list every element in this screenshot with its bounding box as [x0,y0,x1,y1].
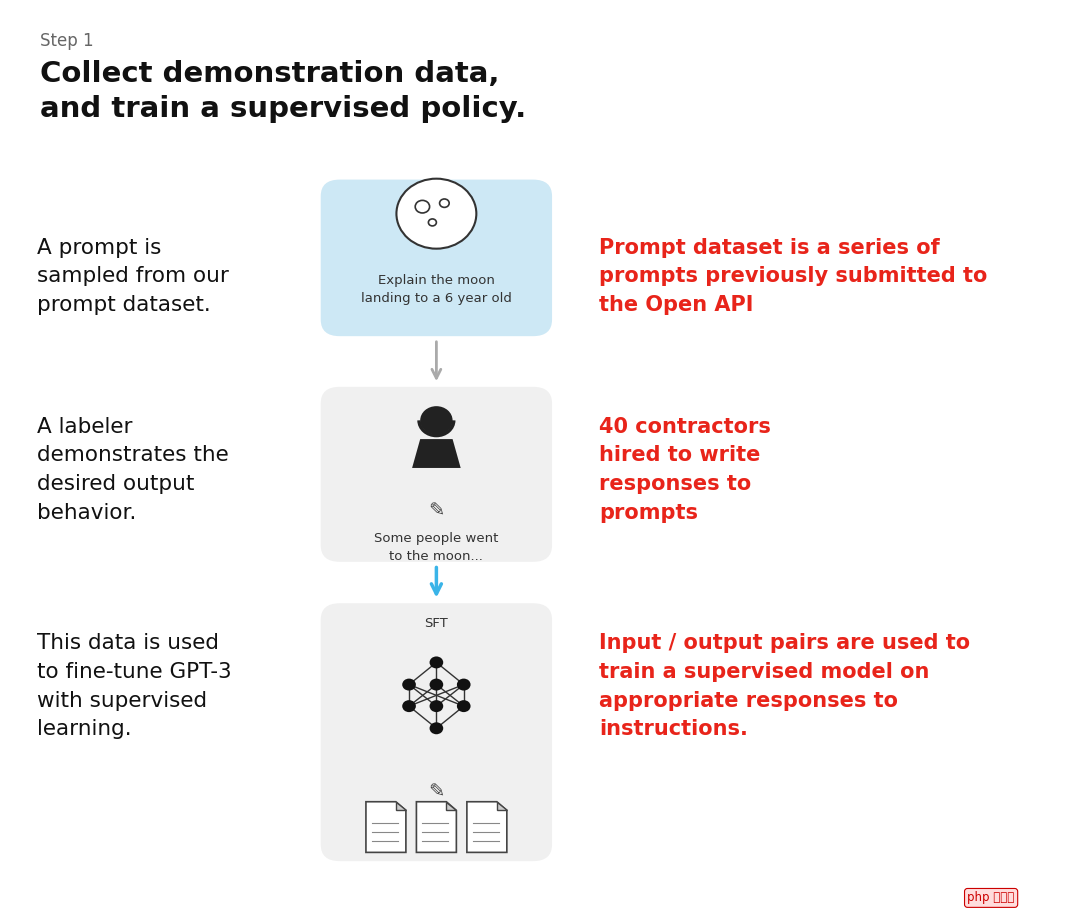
Circle shape [420,406,453,435]
Text: Step 1: Step 1 [40,32,94,51]
Text: 40 contractors
hired to write
responses to
prompts: 40 contractors hired to write responses … [599,416,771,523]
Circle shape [430,700,443,712]
Polygon shape [467,801,507,853]
Text: This data is used
to fine-tune GPT-3
with supervised
learning.: This data is used to fine-tune GPT-3 wit… [37,633,231,740]
Circle shape [429,219,436,226]
Polygon shape [413,439,461,468]
Circle shape [430,679,443,691]
Text: ✎: ✎ [428,783,445,801]
Circle shape [457,679,471,691]
FancyBboxPatch shape [321,180,552,336]
Circle shape [430,722,443,734]
Text: Collect demonstration data,: Collect demonstration data, [40,60,499,87]
Polygon shape [497,801,507,810]
Text: Some people went
to the moon...: Some people went to the moon... [374,532,499,564]
FancyBboxPatch shape [321,387,552,562]
Text: Prompt dataset is a series of
prompts previously submitted to
the Open API: Prompt dataset is a series of prompts pr… [599,238,988,315]
Polygon shape [446,801,457,810]
Polygon shape [417,801,457,853]
Text: SFT: SFT [424,617,448,630]
Circle shape [402,700,416,712]
Text: Explain the moon
landing to a 6 year old: Explain the moon landing to a 6 year old [361,274,512,306]
Text: and train a supervised policy.: and train a supervised policy. [40,95,526,122]
Polygon shape [396,801,406,810]
Circle shape [430,657,443,669]
Text: ✎: ✎ [428,502,445,520]
Text: A prompt is
sampled from our
prompt dataset.: A prompt is sampled from our prompt data… [37,238,229,315]
Circle shape [396,179,476,249]
Polygon shape [366,801,406,853]
Circle shape [415,201,430,213]
Circle shape [457,700,471,712]
Text: A labeler
demonstrates the
desired output
behavior.: A labeler demonstrates the desired outpu… [37,416,229,523]
Circle shape [440,199,449,207]
FancyBboxPatch shape [321,603,552,861]
Text: php 中文网: php 中文网 [968,892,1015,904]
Circle shape [402,679,416,691]
Text: Input / output pairs are used to
train a supervised model on
appropriate respons: Input / output pairs are used to train a… [599,633,971,740]
